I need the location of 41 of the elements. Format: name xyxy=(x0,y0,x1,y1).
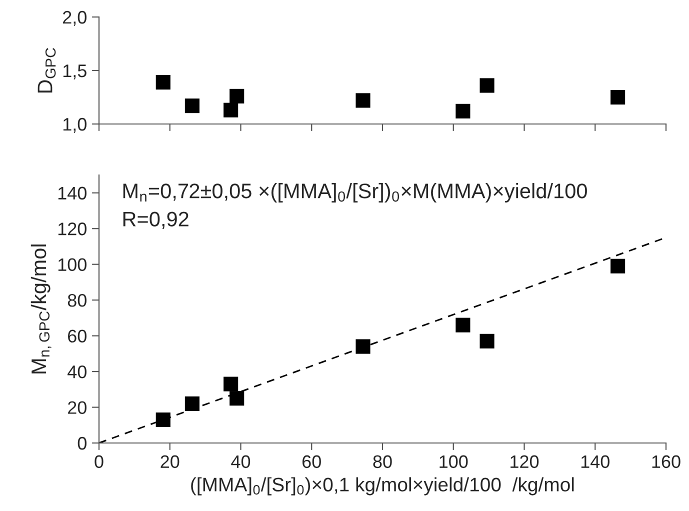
y-tick-label: 120 xyxy=(58,222,86,236)
x-tick-label: 60 xyxy=(302,455,321,468)
y-axis-title: M$_{n,GPC}$/kg/mol xyxy=(30,244,52,374)
x-tick-label: 140 xyxy=(581,455,610,468)
y-tick-label: 2,0 xyxy=(63,10,86,26)
y-tick-label: 60 xyxy=(68,330,86,343)
point xyxy=(224,102,238,118)
y-tick-label: 1,0 xyxy=(63,118,86,133)
y-tick-label: 40 xyxy=(68,365,86,378)
point xyxy=(610,90,626,105)
point xyxy=(230,391,244,406)
y-tick-label: 0 xyxy=(78,436,86,450)
x-axis-title: ([MMA]$_{0}$/[Sr]$_{0}$)×0,1 kg/mol×yield/100 /kg/mol xyxy=(191,477,574,496)
point xyxy=(480,334,494,348)
point xyxy=(456,318,470,332)
point xyxy=(184,396,200,411)
y-tick-label: 20 xyxy=(68,401,86,414)
annotation: R=0,92 xyxy=(123,212,188,229)
x-tick-label: 80 xyxy=(373,455,392,468)
y-tick-label: 100 xyxy=(58,258,86,272)
y-tick-label: 140 xyxy=(58,186,86,200)
point xyxy=(456,104,470,118)
x-tick-label: 120 xyxy=(510,455,539,468)
point xyxy=(356,339,370,354)
point xyxy=(356,93,370,108)
annotation: M$_{n}$=0,72±0,05 ×([MMA]$_{0}$/[Sr])$_{0}$×M(MMA)×yield/100 xyxy=(123,183,587,202)
point xyxy=(480,78,494,93)
x-tick-label: 160 xyxy=(652,455,680,468)
x-tick-label: 40 xyxy=(231,455,250,468)
point xyxy=(156,74,170,90)
x-tick-label: 0 xyxy=(94,455,104,468)
x-tick-label: 100 xyxy=(440,455,468,468)
y-tick-label: 80 xyxy=(68,294,86,307)
x-tick-label: 20 xyxy=(160,455,180,468)
point xyxy=(156,412,170,428)
point xyxy=(610,258,626,274)
point xyxy=(224,376,238,392)
y-axis-title: D$_{GPC}$ xyxy=(38,48,56,93)
point xyxy=(184,98,200,114)
y-tick-label: 1,5 xyxy=(63,64,86,80)
point xyxy=(230,88,244,104)
